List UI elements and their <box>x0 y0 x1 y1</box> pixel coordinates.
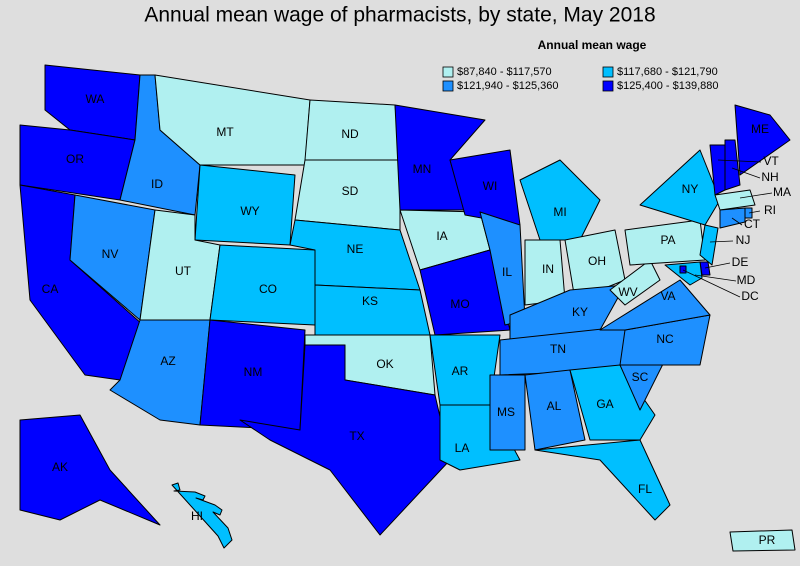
callout-line <box>709 240 734 243</box>
state-label: MI <box>553 205 566 219</box>
state-label: CA <box>42 282 59 296</box>
state-label: ND <box>341 127 359 141</box>
state-label: WI <box>483 179 498 193</box>
state-label: WY <box>240 204 259 218</box>
state <box>489 374 526 451</box>
state <box>239 344 451 536</box>
state-label: AL <box>547 399 562 413</box>
state-label: GA <box>596 397 613 411</box>
state-label: OK <box>376 357 393 371</box>
state-label: AR <box>452 364 469 378</box>
state-label: NY <box>682 182 699 196</box>
callout-line <box>731 167 761 179</box>
state-label: PA <box>660 233 675 247</box>
legend-label: $121,940 - $125,360 <box>457 80 559 92</box>
state-labels: WA OR CA NV ID MT WY UT CO AZ NM ND SD NE KS OK TX MN IA MO… <box>42 92 791 547</box>
state <box>534 439 671 521</box>
state <box>171 482 233 549</box>
state-label: UT <box>175 264 192 278</box>
state-label: HI <box>191 509 203 523</box>
legend-swatch <box>602 80 614 92</box>
state-label: SC <box>632 370 649 384</box>
state-label: DE <box>732 255 749 269</box>
state-label: CT <box>744 217 761 231</box>
state <box>729 529 796 552</box>
callout-line <box>731 217 743 226</box>
state <box>519 159 601 241</box>
state <box>609 259 661 306</box>
state-label: VT <box>763 154 779 168</box>
state-label: AK <box>52 460 68 474</box>
states <box>19 64 796 552</box>
state-label: MD <box>737 273 756 287</box>
state-label: PR <box>759 533 776 547</box>
state-label: IN <box>542 262 554 276</box>
state-label: MO <box>450 297 469 311</box>
legend-label: $87,840 - $117,570 <box>457 66 552 78</box>
state-label: NM <box>244 365 263 379</box>
legend-swatch <box>602 66 614 78</box>
state-label: DC <box>741 289 759 303</box>
callout-line <box>694 274 737 282</box>
state-label: TX <box>349 429 364 443</box>
state <box>699 224 719 266</box>
state-label: MT <box>216 125 234 139</box>
legend-swatch <box>442 66 454 78</box>
state-label: NJ <box>736 233 751 247</box>
state <box>714 189 756 211</box>
state <box>724 139 741 191</box>
state-label: IL <box>502 265 512 279</box>
state-label: RI <box>764 203 776 217</box>
legend-swatch <box>442 80 454 92</box>
state-label: AZ <box>160 354 175 368</box>
state-label: WV <box>618 285 637 299</box>
state-label: NV <box>102 247 119 261</box>
legend-title: Annual mean wage <box>538 38 647 52</box>
legend-label: $125,400 - $139,880 <box>617 80 719 92</box>
state-label: OR <box>66 152 84 166</box>
state <box>439 404 521 471</box>
callout-line <box>748 210 761 214</box>
state-label: LA <box>455 441 470 455</box>
state <box>524 369 586 451</box>
state-label: IA <box>436 229 447 243</box>
state <box>599 279 711 331</box>
state-label: FL <box>638 482 652 496</box>
state-label: MN <box>413 162 432 176</box>
state-label: VA <box>660 289 675 303</box>
state-label: NH <box>761 170 778 184</box>
state <box>569 364 656 441</box>
state <box>734 104 791 176</box>
state <box>509 284 626 341</box>
callout-line <box>717 159 762 163</box>
state-label: WA <box>86 92 105 106</box>
legend: $87,840 - $117,570 $117,680 - $121,790 $12… <box>442 66 719 92</box>
callout-line <box>704 262 731 269</box>
state-label: KS <box>362 294 378 308</box>
state <box>19 414 161 526</box>
state-label: CO <box>259 282 277 296</box>
map-title: Annual mean wage of pharmacists, by stat… <box>144 4 655 27</box>
state-label: SD <box>342 184 359 198</box>
state <box>679 265 687 274</box>
state <box>154 74 311 166</box>
state-label: KY <box>572 305 588 319</box>
state <box>314 284 431 336</box>
state <box>639 149 721 226</box>
legend-label: $117,680 - $121,790 <box>617 66 718 78</box>
state-label: MS <box>497 405 515 419</box>
state-label: NC <box>656 332 674 346</box>
state-label: NE <box>347 242 364 256</box>
callout-line <box>739 192 773 199</box>
callout-line <box>682 269 741 298</box>
state <box>624 219 706 266</box>
state-label: ME <box>751 122 769 136</box>
state-label: TN <box>550 342 566 356</box>
state-label: OH <box>588 254 606 268</box>
state-label: ID <box>151 177 163 191</box>
state-label: MA <box>773 185 791 199</box>
